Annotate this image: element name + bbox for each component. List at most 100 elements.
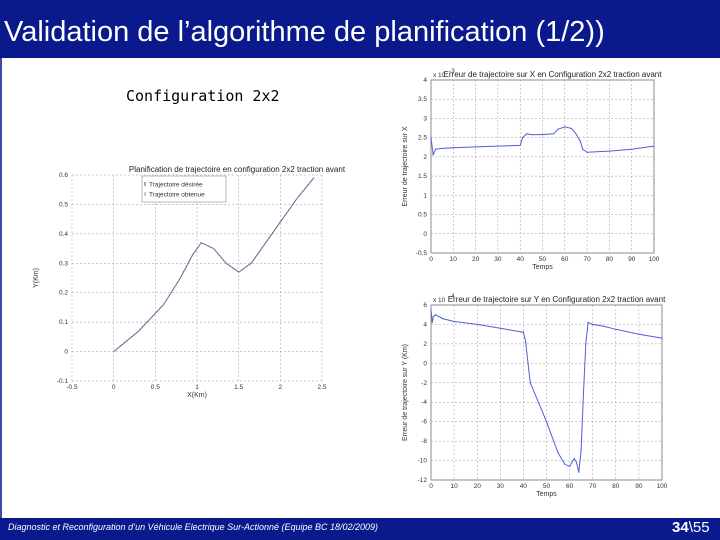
y-tick-label: -2 (421, 380, 427, 387)
footer-bar: Diagnostic et Reconfiguration d’un Véhic… (0, 518, 720, 540)
x-tick-label: 80 (606, 256, 614, 263)
x-tick-label: 1.5 (234, 384, 243, 391)
data-point (200, 242, 202, 244)
configuration-label: Configuration 2x2 (126, 87, 280, 105)
y-tick-label: 0 (423, 360, 427, 367)
x-tick-label: 90 (628, 256, 636, 263)
data-point (575, 461, 578, 464)
x-tick-label: 80 (612, 483, 620, 490)
data-point (113, 350, 115, 353)
data-point (608, 150, 611, 152)
x-tick-label: 30 (497, 483, 505, 490)
chart-title: Planification de trajectoire en configur… (129, 165, 346, 174)
x-tick-label: -0.5 (66, 384, 78, 391)
data-point (527, 362, 529, 364)
x-tick-label: 90 (635, 483, 643, 490)
x-tick-label: 0 (429, 483, 433, 490)
data-point (557, 128, 559, 130)
data-point (296, 197, 298, 200)
data-point (545, 421, 548, 423)
x-tick-label: 0.5 (151, 384, 160, 391)
y-tick-label: 2 (423, 341, 427, 348)
series-line (430, 309, 663, 473)
axis-exponent-power: -4 (449, 293, 455, 300)
data-point (522, 331, 525, 333)
data-point (441, 147, 443, 150)
data-point (263, 245, 265, 247)
x-tick-label: 60 (566, 483, 574, 490)
data-point (564, 463, 566, 466)
footer-text: Diagnostic et Reconfiguration d’un Véhic… (8, 522, 379, 532)
chart-title: Erreur de trajectoire sur Y en Configura… (448, 295, 666, 304)
y-tick-label: 0.5 (418, 212, 427, 219)
x-tick-label: 20 (474, 483, 482, 490)
x-tick-label: 1 (195, 384, 199, 391)
y-tick-label: 0 (423, 231, 427, 238)
axis-exponent-power: -3 (449, 68, 455, 75)
data-point (526, 133, 528, 135)
y-tick-label: 1.5 (418, 173, 427, 180)
data-point (585, 343, 587, 345)
data-point (569, 465, 571, 467)
data-point (435, 314, 437, 316)
x-tick-label: 2 (279, 384, 283, 391)
data-point (653, 145, 655, 147)
data-point (541, 133, 544, 136)
x-axis-label: Temps (532, 264, 553, 271)
data-point (313, 177, 315, 179)
y-error-chart: 0 10 20 30 40 50 60 70 80 90 100 -12 -10 -8 -6 -4 -2 0 2 4 6… (402, 293, 668, 498)
plot-frame (72, 175, 322, 381)
x-tick-label: 2.5 (317, 384, 326, 391)
data-point (499, 327, 501, 329)
data-point (238, 271, 240, 273)
y-tick-label: -6 (421, 419, 427, 426)
data-point (582, 391, 585, 394)
y-axis-label: Y(Km) (33, 268, 40, 288)
x-tick-label: 10 (450, 256, 458, 263)
data-point (553, 133, 555, 135)
data-point (497, 145, 499, 147)
data-point (434, 148, 437, 150)
y-tick-label: 0.3 (59, 260, 68, 267)
charts-canvas: Configuration 2x2 -0.5 0 0.5 1 1.5 2 2.5 -0.1 0 0… (33, 68, 668, 498)
y-tick-label: 6 (423, 302, 427, 309)
data-point (452, 147, 454, 149)
data-point (586, 151, 588, 153)
page-separator: \ (688, 519, 693, 536)
y-tick-label: -0.1 (57, 378, 69, 385)
data-point (476, 323, 478, 326)
y-tick-label: -12 (418, 477, 428, 484)
data-point (279, 221, 281, 223)
chart-title: Erreur de trajectoire sur X en Configura… (444, 70, 663, 79)
data-point (138, 330, 140, 332)
slide-title: Validation de l’algorithme de planificat… (4, 16, 605, 48)
data-point (432, 154, 434, 156)
data-point (213, 247, 215, 250)
data-point (431, 321, 433, 324)
x-axis-label: X(Km) (187, 392, 207, 399)
x-tick-label: 60 (561, 256, 569, 263)
data-point (587, 321, 589, 324)
data-point (519, 144, 521, 146)
x-tick-label: 0 (112, 384, 116, 391)
data-point (163, 303, 165, 306)
data-point (582, 148, 584, 150)
x-tick-label: 20 (472, 256, 480, 263)
data-point (575, 133, 577, 135)
data-point (432, 316, 434, 318)
y-tick-label: 1 (423, 192, 427, 199)
data-point (631, 148, 633, 150)
x-tick-label: 40 (517, 256, 525, 263)
page-total: 55 (692, 519, 710, 536)
x-tick-label: 40 (520, 483, 528, 490)
data-point (430, 137, 432, 139)
data-point (441, 318, 444, 320)
data-point (592, 323, 594, 326)
page-current: 34 (672, 519, 689, 536)
data-point (573, 458, 575, 460)
y-tick-label: 0.2 (59, 290, 68, 297)
x-error-chart: 0 10 20 30 40 50 60 70 80 90 100-0.500.511.522.533… (402, 68, 662, 271)
y-axis-label: Erreur de trajectoire sur X (402, 126, 409, 206)
data-point (661, 337, 663, 339)
x-tick-label: 100 (649, 256, 660, 263)
